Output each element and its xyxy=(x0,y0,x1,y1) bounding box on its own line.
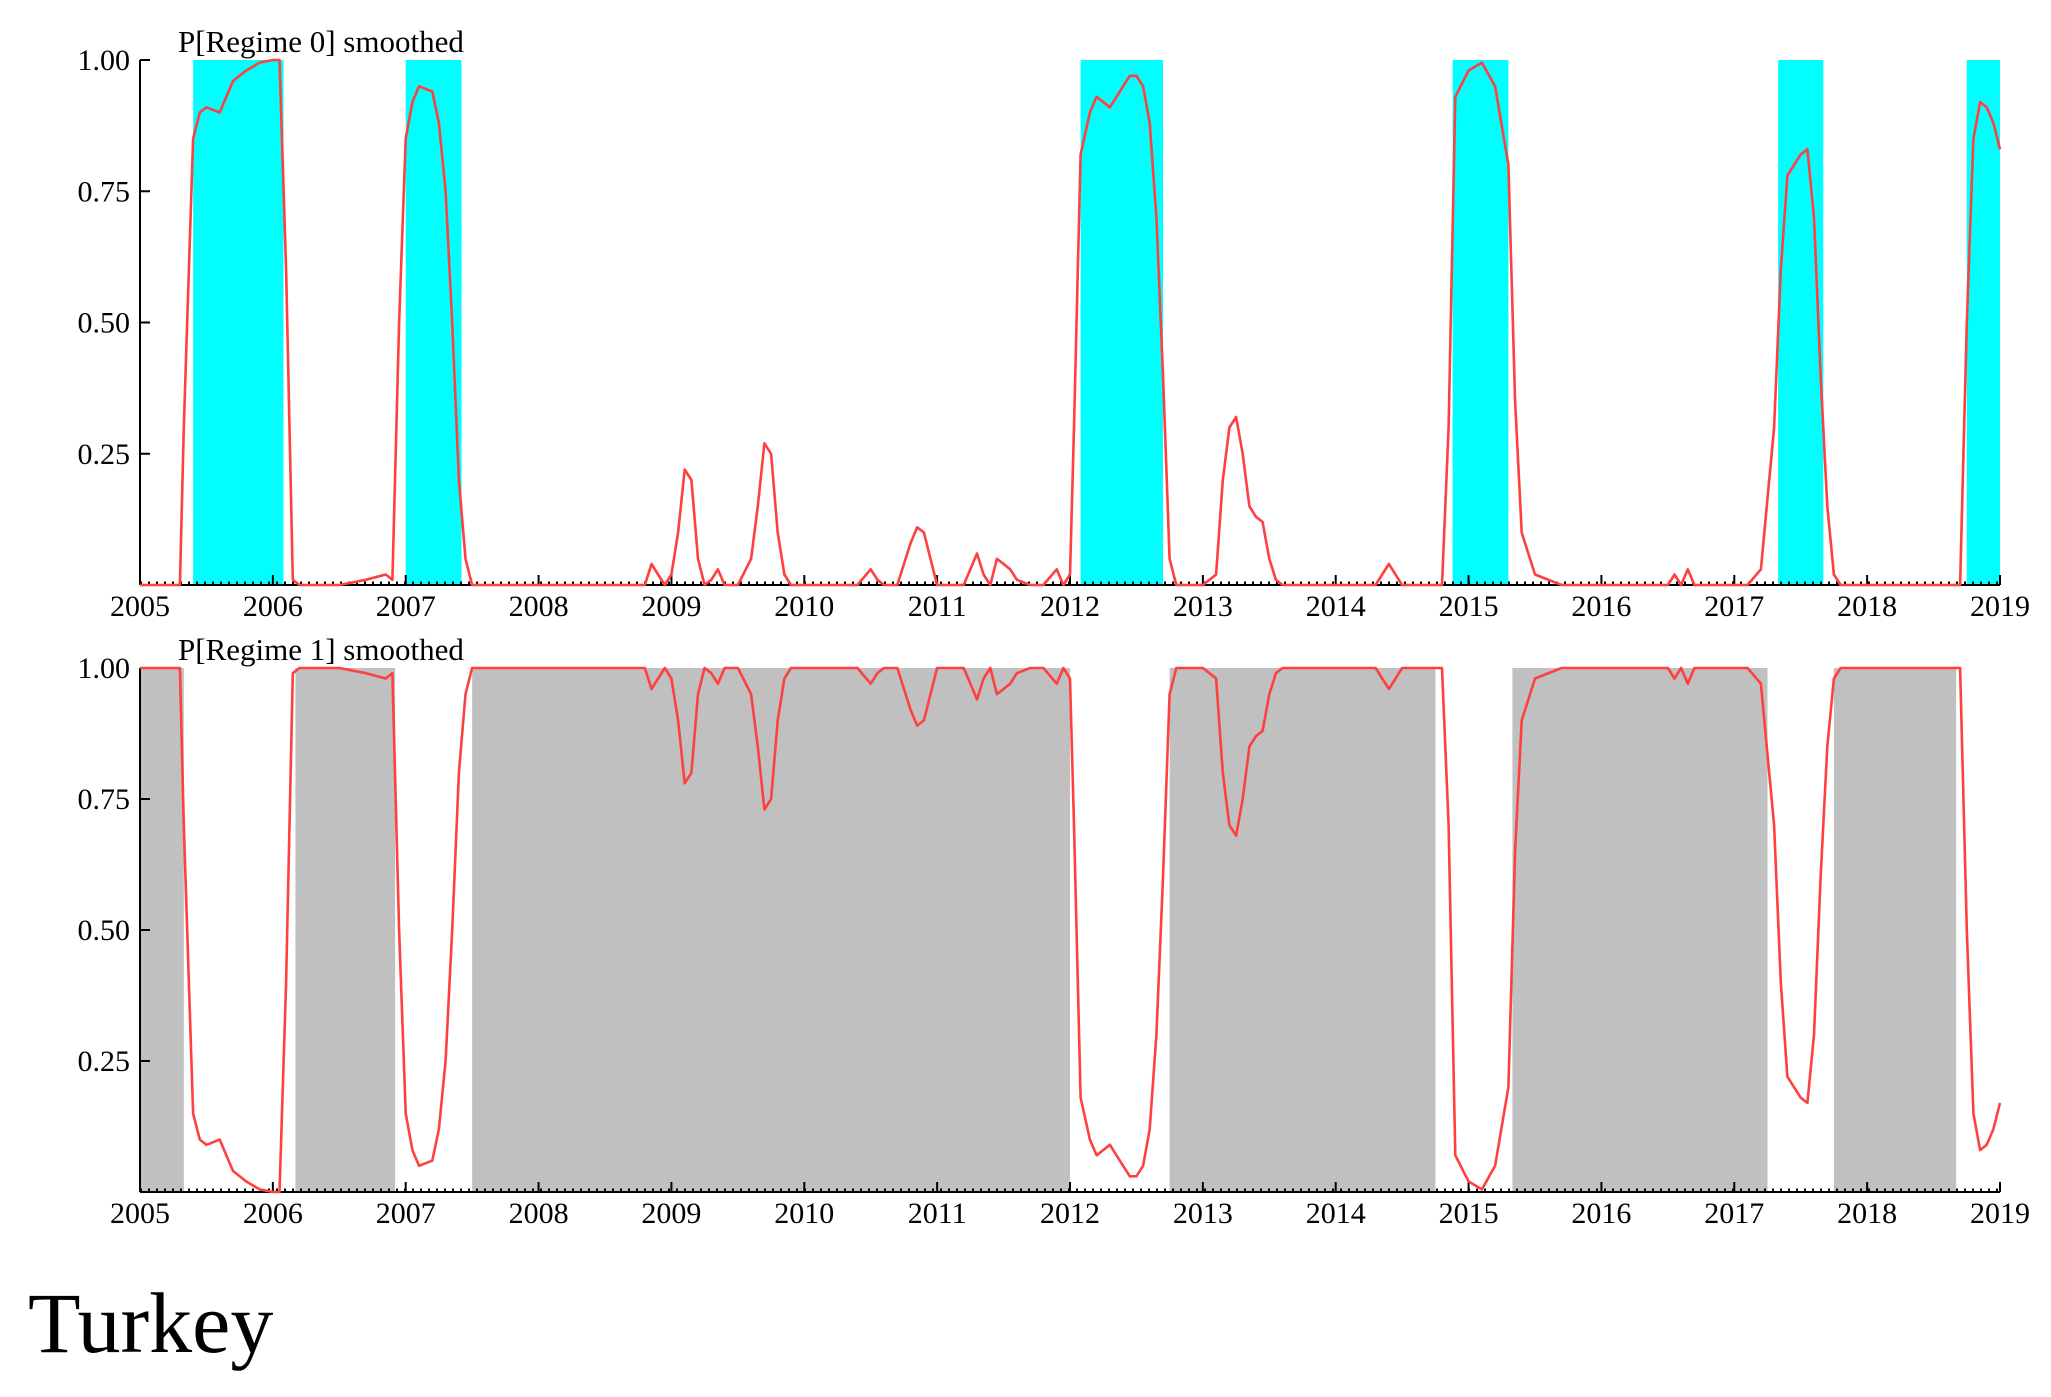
x-tick-label-2012: 2012 xyxy=(1040,590,1100,623)
x-tick-label-2012: 2012 xyxy=(1040,1197,1100,1230)
x-tick-label-2008: 2008 xyxy=(509,1197,569,1230)
x-tick-label-2014: 2014 xyxy=(1306,1197,1366,1230)
shaded-region-4 xyxy=(1778,60,1824,585)
x-tick-label-2014: 2014 xyxy=(1306,590,1366,623)
x-tick-label-2010: 2010 xyxy=(774,1197,834,1230)
shaded-region-0 xyxy=(193,60,284,585)
x-tick-label-2013: 2013 xyxy=(1173,590,1233,623)
x-tick-label-2017: 2017 xyxy=(1704,590,1764,623)
y-tick-label-2: 0.75 xyxy=(78,175,131,208)
regime-1-panel: 2005 2006 2007 2008 2009 2010 2011 2012 2013 2014… xyxy=(78,632,2031,1230)
x-tick-label-2006: 2006 xyxy=(243,590,303,623)
x-tick-label-2016: 2016 xyxy=(1571,1197,1631,1230)
probability-line-0 xyxy=(140,58,2002,587)
x-tick-label-2015: 2015 xyxy=(1439,590,1499,623)
x-tick-label-2019: 2019 xyxy=(1970,590,2030,623)
y-tick-label-1: 0.50 xyxy=(78,307,131,340)
y-tick-label-0: 0.25 xyxy=(78,1045,131,1078)
regime-0-panel: 2005 2006 2007 2008 2009 2010 2011 2012 2013 2014… xyxy=(78,24,2031,623)
y-tick-label-1: 0.50 xyxy=(78,914,131,947)
x-tick-label-2019: 2019 xyxy=(1970,1197,2030,1230)
x-tick-label-2009: 2009 xyxy=(641,1197,701,1230)
shaded-region-1 xyxy=(295,668,396,1192)
shaded-region-5 xyxy=(1833,668,1957,1192)
x-tick-label-2011: 2011 xyxy=(908,590,967,623)
x-tick-label-2015: 2015 xyxy=(1439,1197,1499,1230)
x-tick-label-2006: 2006 xyxy=(243,1197,303,1230)
shaded-region-2 xyxy=(472,668,1071,1192)
shaded-region-3 xyxy=(1169,668,1436,1192)
probability-line-0 xyxy=(140,666,2002,1194)
y-tick-label-2: 0.75 xyxy=(78,783,131,816)
y-tick-label-0: 0.25 xyxy=(78,438,131,471)
x-tick-label-2018: 2018 xyxy=(1837,1197,1897,1230)
x-tick-label-2018: 2018 xyxy=(1837,590,1897,623)
shaded-region-4 xyxy=(1512,668,1768,1192)
x-tick-label-2005: 2005 xyxy=(110,1197,170,1230)
shaded-region-3 xyxy=(1452,60,1509,585)
shaded-region-2 xyxy=(1080,60,1163,585)
x-tick-label-2013: 2013 xyxy=(1173,1197,1233,1230)
x-tick-label-2009: 2009 xyxy=(641,590,701,623)
panel-title: P[Regime 0] smoothed xyxy=(178,24,464,59)
shaded-region-5 xyxy=(1966,60,2000,585)
x-tick-label-2008: 2008 xyxy=(509,590,569,623)
x-tick-label-2005: 2005 xyxy=(110,590,170,623)
country-label: Turkey xyxy=(28,1275,274,1371)
x-tick-label-2007: 2007 xyxy=(376,590,436,623)
x-tick-label-2017: 2017 xyxy=(1704,1197,1764,1230)
panel-title: P[Regime 1] smoothed xyxy=(178,632,464,667)
y-tick-label-3: 1.00 xyxy=(78,44,131,77)
y-tick-label-3: 1.00 xyxy=(78,652,131,685)
x-tick-label-2010: 2010 xyxy=(774,590,834,623)
x-tick-label-2011: 2011 xyxy=(908,1197,967,1230)
x-tick-label-2016: 2016 xyxy=(1571,590,1631,623)
x-tick-label-2007: 2007 xyxy=(376,1197,436,1230)
